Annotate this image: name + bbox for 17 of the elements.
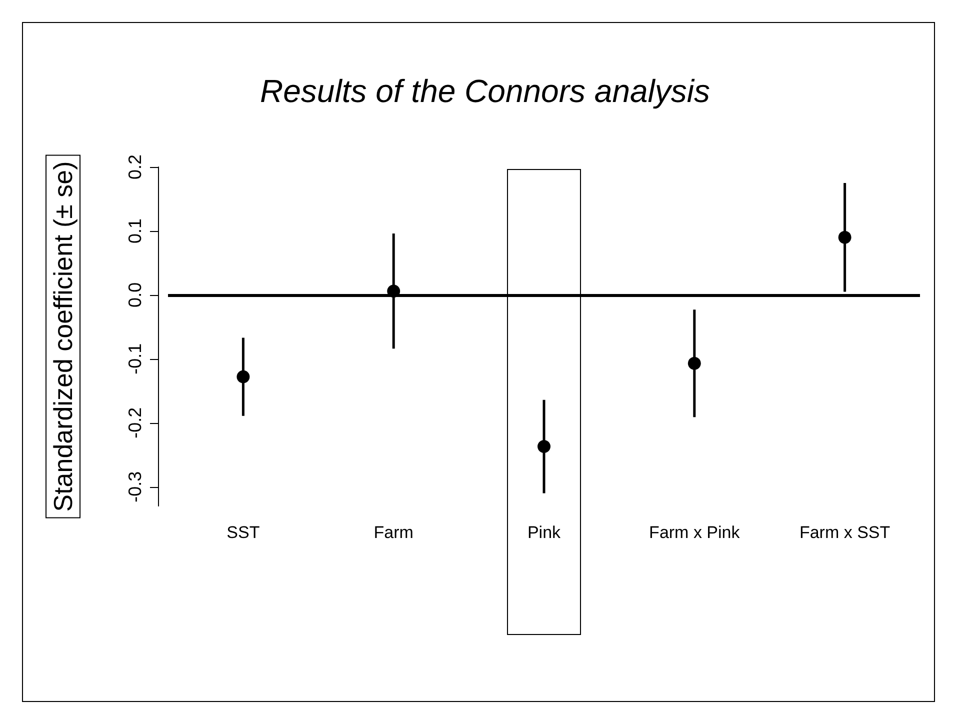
x-tick-label: Farm [374, 523, 414, 542]
point [236, 370, 250, 384]
x-tick-label: Farm x SST [799, 523, 890, 542]
y-axis-title: Standardized coefficient (± se) [48, 161, 78, 512]
x-tick-label: Pink [527, 523, 562, 542]
x-tick-label: Farm x Pink [649, 523, 740, 542]
y-tick-label: 0.2 [125, 154, 145, 180]
point [838, 230, 852, 244]
chart-title: Results of the Connors analysis [260, 73, 710, 109]
y-tick-label: 0.1 [125, 218, 145, 244]
point [688, 356, 701, 370]
y-tick-label: -0.1 [125, 343, 145, 374]
y-tick-label: 0.0 [125, 282, 145, 308]
point [538, 440, 550, 454]
y-tick-label: -0.3 [125, 471, 145, 502]
y-tick-label: -0.2 [125, 407, 145, 438]
x-tick-label: SST [226, 523, 260, 542]
